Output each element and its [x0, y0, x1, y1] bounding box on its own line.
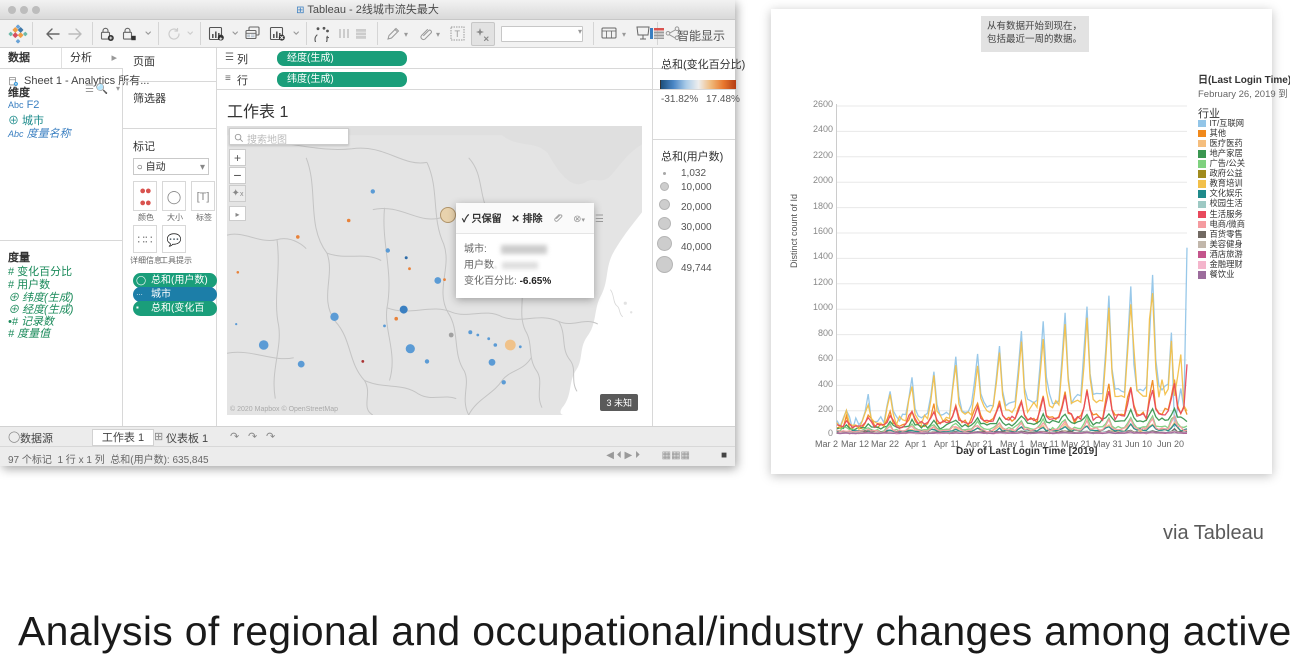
svg-text:T: T	[455, 29, 461, 39]
